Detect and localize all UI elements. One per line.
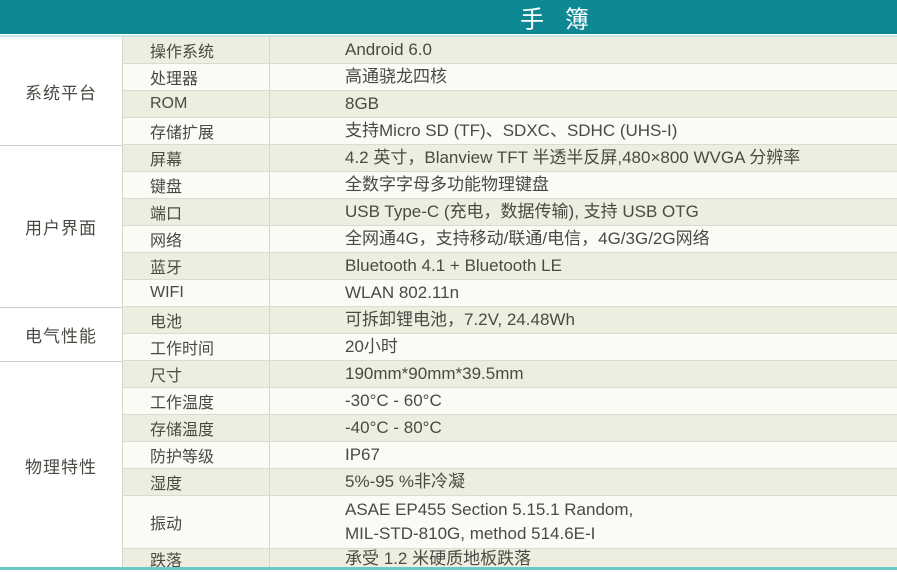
spec-value: Bluetooth 4.1 + Bluetooth LE: [345, 256, 562, 275]
table-row: 存储温度 -40°C - 80°C: [122, 415, 897, 442]
table-row: 防护等级 IP67: [122, 442, 897, 469]
spec-value: ASAE EP455 Section 5.15.1 Random, MIL-ST…: [345, 500, 634, 543]
spec-value: 承受 1.2 米硬质地板跌落: [345, 549, 532, 568]
title-bar: 手 簿: [0, 0, 897, 34]
spec-value: -40°C - 80°C: [345, 418, 442, 437]
spec-label: 工作温度: [122, 388, 270, 414]
spec-label: 键盘: [122, 172, 270, 198]
spec-label: WIFI: [122, 280, 270, 306]
spec-label: ROM: [122, 91, 270, 117]
table-row: 处理器 高通骁龙四核: [122, 64, 897, 91]
table-row: 电池 可拆卸锂电池，7.2V, 24.48Wh: [122, 307, 897, 334]
spec-label: 工作时间: [122, 334, 270, 360]
table-row: 端口 USB Type-C (充电，数据传输), 支持 USB OTG: [122, 199, 897, 226]
category-label: 物理特性: [0, 361, 122, 569]
spec-label: 振动: [122, 496, 270, 548]
spec-value: 20小时: [345, 337, 398, 356]
table-row: 蓝牙 Bluetooth 4.1 + Bluetooth LE: [122, 253, 897, 280]
section-electrical: 电气性能 电池 可拆卸锂电池，7.2V, 24.48Wh 工作时间 20小时: [0, 307, 897, 361]
spec-label: 存储温度: [122, 415, 270, 441]
spec-label: 蓝牙: [122, 253, 270, 279]
table-row: 键盘 全数字字母多功能物理键盘: [122, 172, 897, 199]
spec-value: IP67: [345, 445, 380, 464]
spec-value: 4.2 英寸，Blanview TFT 半透半反屏,480×800 WVGA 分…: [345, 148, 801, 167]
table-row: 工作温度 -30°C - 60°C: [122, 388, 897, 415]
page-title: 手 簿: [520, 6, 596, 34]
category-label: 电气性能: [0, 307, 122, 361]
table-row: 操作系统 Android 6.0: [122, 37, 897, 64]
bottom-accent-line: [0, 567, 897, 570]
spec-label: 存储扩展: [122, 118, 270, 144]
spec-table: 系统平台 操作系统 Android 6.0 处理器 高通骁龙四核 ROM 8GB…: [0, 35, 897, 570]
table-row: 存储扩展 支持Micro SD (TF)、SDXC、SDHC (UHS-I): [122, 118, 897, 145]
table-row: 网络 全网通4G，支持移动/联通/电信，4G/3G/2G网络: [122, 226, 897, 253]
table-row: WIFI WLAN 802.11n: [122, 280, 897, 307]
spec-value: Android 6.0: [345, 40, 432, 59]
spec-value: 可拆卸锂电池，7.2V, 24.48Wh: [345, 310, 575, 329]
table-row: 跌落 承受 1.2 米硬质地板跌落: [122, 549, 897, 570]
spec-value: 高通骁龙四核: [345, 67, 447, 86]
spec-value: 190mm*90mm*39.5mm: [345, 364, 524, 383]
table-row: 尺寸 190mm*90mm*39.5mm: [122, 361, 897, 388]
spec-label: 网络: [122, 226, 270, 252]
spec-value: 5%-95 %非冷凝: [345, 472, 465, 491]
table-row: ROM 8GB: [122, 91, 897, 118]
spec-label: 屏幕: [122, 145, 270, 171]
spec-value: 8GB: [345, 94, 380, 113]
spec-value: 全网通4G，支持移动/联通/电信，4G/3G/2G网络: [345, 229, 710, 248]
section-physical: 物理特性 尺寸 190mm*90mm*39.5mm 工作温度 -30°C - 6…: [0, 361, 897, 570]
spec-value: WLAN 802.11n: [345, 283, 460, 302]
table-row: 工作时间 20小时: [122, 334, 897, 361]
section-system-platform: 系统平台 操作系统 Android 6.0 处理器 高通骁龙四核 ROM 8GB…: [0, 37, 897, 145]
category-label: 系统平台: [0, 37, 122, 145]
spec-label: 处理器: [122, 64, 270, 90]
table-row: 屏幕 4.2 英寸，Blanview TFT 半透半反屏,480×800 WVG…: [122, 145, 897, 172]
spec-label: 电池: [122, 307, 270, 333]
section-user-interface: 用户界面 屏幕 4.2 英寸，Blanview TFT 半透半反屏,480×80…: [0, 145, 897, 307]
table-row: 湿度 5%-95 %非冷凝: [122, 469, 897, 496]
category-label: 用户界面: [0, 145, 122, 307]
spec-label: 防护等级: [122, 442, 270, 468]
spec-value: 支持Micro SD (TF)、SDXC、SDHC (UHS-I): [345, 121, 678, 140]
spec-label: 尺寸: [122, 361, 270, 387]
spec-label: 操作系统: [122, 37, 270, 63]
spec-value: -30°C - 60°C: [345, 391, 442, 410]
table-row: 振动 ASAE EP455 Section 5.15.1 Random, MIL…: [122, 496, 897, 549]
spec-label: 跌落: [122, 549, 270, 570]
spec-label: 端口: [122, 199, 270, 225]
spec-value: 全数字字母多功能物理键盘: [345, 175, 549, 194]
spec-value: USB Type-C (充电，数据传输), 支持 USB OTG: [345, 202, 699, 221]
spec-label: 湿度: [122, 469, 270, 495]
